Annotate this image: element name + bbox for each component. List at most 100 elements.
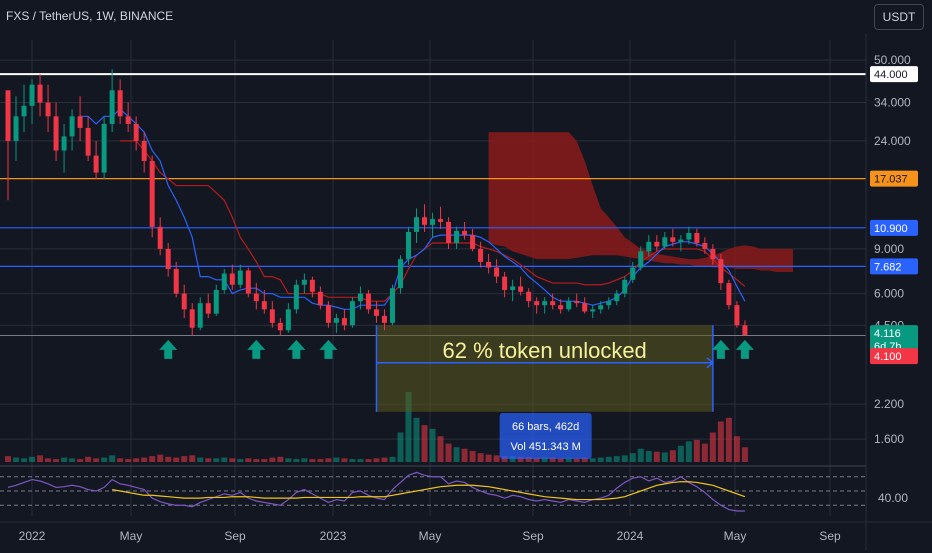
measure-volume-label: Vol 451.343 M	[510, 441, 580, 453]
volume-bar	[605, 456, 612, 462]
volume-bar	[317, 459, 324, 462]
current-price-tag-bg	[870, 325, 918, 356]
volume-bar	[645, 450, 652, 462]
volume-bar	[197, 457, 204, 462]
price-level-tag-bg	[870, 66, 918, 83]
volume-bar	[429, 428, 436, 462]
rsi-axis-label: 40.00	[878, 491, 908, 505]
x-tick-label: Sep	[224, 529, 246, 543]
volume-bar	[533, 457, 540, 462]
candle-body	[109, 90, 115, 124]
candle-body	[245, 270, 251, 294]
price-level-tag: 44.000	[874, 69, 908, 81]
candle-body	[518, 286, 524, 292]
candle-body	[133, 123, 139, 141]
candle-body	[646, 241, 652, 252]
candle-body	[446, 221, 452, 243]
volume-bar	[573, 458, 580, 462]
candle-body	[422, 217, 428, 225]
candle-body	[670, 237, 676, 242]
volume-bar	[653, 451, 660, 462]
volume-bar	[349, 459, 356, 462]
volume-bar	[293, 459, 300, 462]
y-tick-label: 34.000	[874, 96, 911, 110]
rsi-line	[7, 471, 745, 512]
volume-bar	[677, 445, 684, 462]
candle-body	[53, 116, 59, 151]
volume-bar	[165, 456, 172, 462]
price-level-tag: 17.037	[874, 174, 908, 186]
candle-body	[325, 305, 331, 323]
volume-bar	[373, 458, 380, 462]
volume-bar	[341, 458, 348, 462]
candle-body	[93, 155, 99, 173]
candle-body	[21, 105, 27, 117]
price-axis-panel	[866, 34, 932, 550]
candle-body	[165, 248, 171, 270]
candle-body	[205, 303, 211, 314]
candle-body	[614, 293, 620, 302]
currency-button[interactable]: USDT	[874, 4, 924, 30]
candle-body	[574, 301, 580, 304]
volume-bar	[733, 436, 740, 462]
volume-bar	[493, 455, 500, 462]
volume-bar	[181, 456, 188, 462]
volume-bar	[13, 457, 20, 462]
candle-body	[189, 309, 195, 328]
candle-body	[261, 301, 267, 310]
candle-body	[61, 136, 67, 151]
bullish-arrow-icon	[711, 339, 730, 359]
candle-body	[37, 84, 43, 103]
candle-body	[317, 291, 323, 306]
candle-body	[566, 301, 572, 310]
candle-body	[510, 286, 516, 290]
candle-body	[373, 309, 379, 316]
candle-body	[606, 301, 612, 306]
candle-body	[301, 279, 307, 285]
x-tick-label: 2024	[617, 529, 644, 543]
candle-body	[333, 318, 339, 323]
volume-bar	[45, 458, 52, 462]
volume-bar	[461, 448, 468, 462]
candle-body	[157, 226, 163, 249]
volume-bar	[477, 453, 484, 462]
candle-body	[702, 242, 708, 249]
volume-bar	[61, 457, 68, 462]
y-tick-label: 24.000	[874, 134, 911, 148]
volume-bar	[301, 458, 308, 462]
volume-bar	[661, 452, 668, 462]
candle-body	[718, 259, 724, 284]
candle-body	[486, 261, 492, 268]
volume-bar	[269, 457, 276, 462]
candle-body	[470, 235, 476, 249]
candle-body	[181, 293, 187, 310]
volume-bar	[613, 456, 620, 462]
candle-body	[253, 293, 259, 302]
volume-bar	[253, 459, 260, 462]
volume-bar	[541, 457, 548, 462]
candle-body	[622, 279, 628, 294]
candle-body	[341, 318, 347, 326]
x-tick-label: May	[724, 529, 747, 543]
candle-body	[389, 288, 395, 323]
volume-bar	[413, 417, 420, 462]
candle-body	[494, 267, 500, 277]
volume-bar	[509, 456, 516, 462]
rsi-ma-line	[112, 481, 746, 501]
price-level-tag: 7.682	[874, 261, 902, 273]
candle-body	[502, 276, 508, 290]
candle-body	[85, 127, 91, 156]
volume-bar	[445, 443, 452, 462]
bullish-arrow-icon	[287, 339, 306, 359]
price-level-tag-bg	[870, 258, 918, 275]
candle-body	[430, 219, 436, 225]
x-tick-label: Sep	[522, 529, 544, 543]
candle-body	[357, 293, 363, 302]
volume-bar	[501, 456, 508, 462]
volume-bar	[717, 421, 724, 462]
volume-bar	[549, 457, 556, 462]
candle-body	[534, 301, 540, 306]
x-tick-label: 2022	[19, 529, 46, 543]
